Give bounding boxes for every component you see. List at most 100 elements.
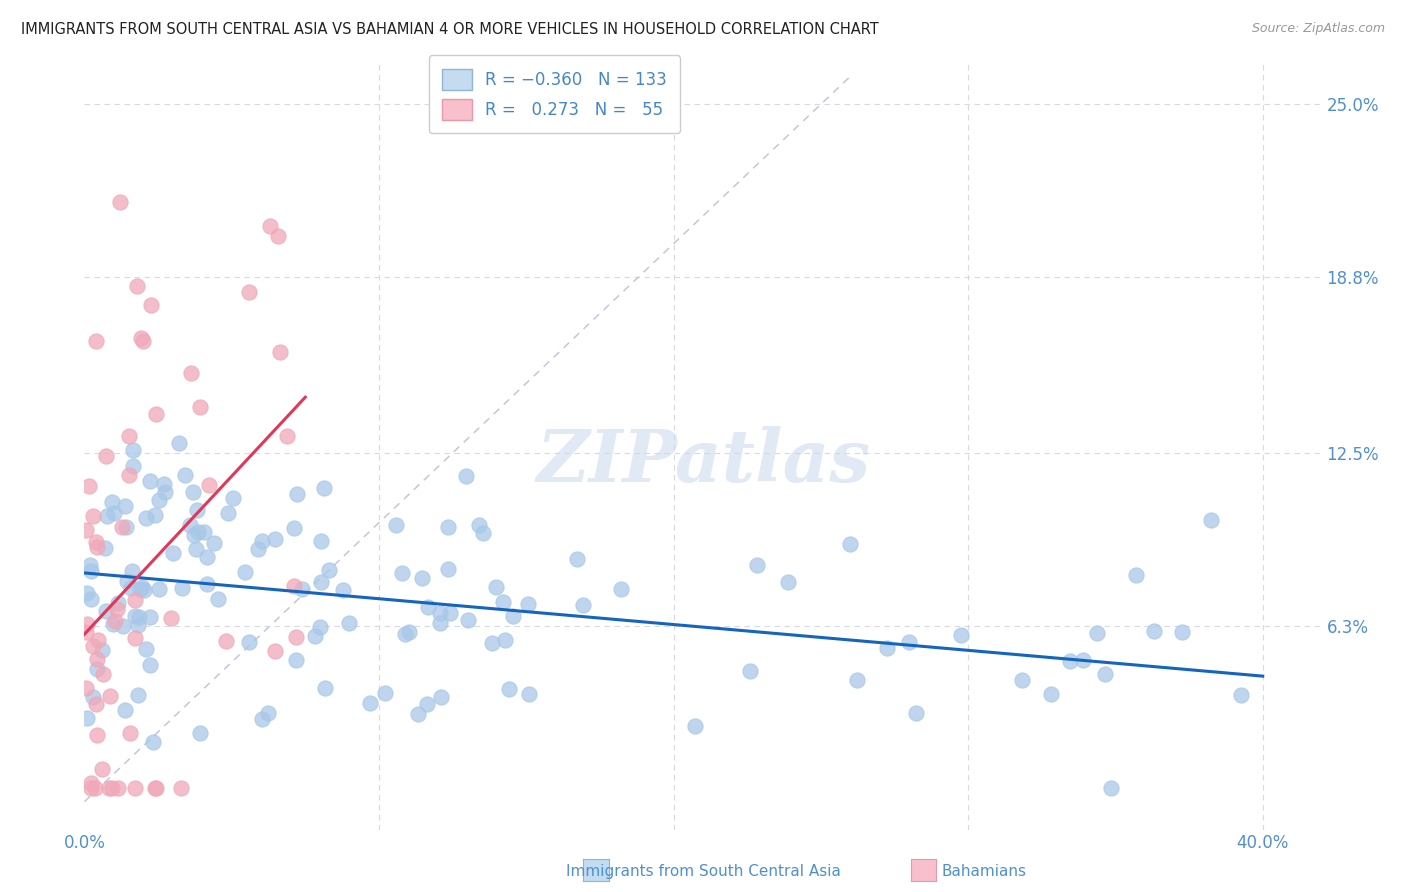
Point — [195, 577, 218, 591]
Point — [187, 524, 209, 539]
Point — [188, 400, 211, 414]
Point — [256, 706, 278, 721]
Point — [180, 366, 202, 380]
Point — [139, 609, 162, 624]
Point — [170, 780, 193, 795]
Point — [96, 509, 118, 524]
Point — [167, 435, 190, 450]
Point — [309, 575, 332, 590]
Point — [131, 580, 153, 594]
Point — [84, 697, 107, 711]
Point — [82, 639, 104, 653]
Point — [120, 725, 142, 739]
Point — [683, 718, 706, 732]
Point — [152, 477, 174, 491]
Point — [1059, 655, 1081, 669]
Point — [80, 564, 103, 578]
Point — [1099, 780, 1122, 795]
Point — [502, 609, 524, 624]
Point — [1171, 625, 1194, 640]
Point — [1094, 666, 1116, 681]
Point — [183, 527, 205, 541]
Point — [86, 728, 108, 742]
Point — [124, 632, 146, 646]
Point — [517, 597, 540, 611]
Point — [111, 519, 134, 533]
Point — [454, 468, 477, 483]
Point — [318, 563, 340, 577]
Point — [467, 517, 489, 532]
Point — [101, 495, 124, 509]
Point — [304, 630, 326, 644]
Point — [103, 506, 125, 520]
Point — [120, 582, 142, 596]
Point — [285, 631, 308, 645]
Point — [76, 616, 98, 631]
Point — [285, 653, 308, 667]
Point — [117, 429, 139, 443]
Point — [86, 541, 108, 555]
Point — [565, 552, 588, 566]
Point — [79, 558, 101, 573]
Point — [86, 334, 108, 348]
Point — [148, 582, 170, 596]
Point — [127, 618, 149, 632]
Point — [145, 407, 167, 421]
Point — [337, 615, 360, 630]
Point — [87, 632, 110, 647]
Point — [188, 726, 211, 740]
Point — [75, 625, 97, 640]
Point — [139, 474, 162, 488]
Point — [170, 581, 193, 595]
Point — [101, 617, 124, 632]
Point — [124, 780, 146, 795]
Point — [198, 478, 221, 492]
Point — [740, 665, 762, 679]
Point — [291, 582, 314, 596]
Point — [75, 681, 97, 695]
Point — [481, 635, 503, 649]
Point — [148, 492, 170, 507]
Point — [950, 628, 973, 642]
Point — [1229, 688, 1251, 702]
Point — [86, 652, 108, 666]
Point — [114, 703, 136, 717]
Point — [80, 776, 103, 790]
Point — [94, 449, 117, 463]
Point — [91, 667, 114, 681]
Point — [846, 673, 869, 688]
Point — [429, 616, 451, 631]
Point — [75, 524, 97, 538]
Text: Bahamians: Bahamians — [942, 863, 1026, 879]
Point — [309, 533, 332, 548]
Point — [437, 562, 460, 576]
Point — [207, 591, 229, 606]
Point — [105, 602, 128, 616]
Point — [283, 520, 305, 534]
Point — [173, 468, 195, 483]
Text: Source: ZipAtlas.com: Source: ZipAtlas.com — [1251, 22, 1385, 36]
Point — [143, 780, 166, 795]
Point — [86, 662, 108, 676]
Point — [1011, 673, 1033, 687]
Text: IMMIGRANTS FROM SOUTH CENTRAL ASIA VS BAHAMIAN 4 OR MORE VEHICLES IN HOUSEHOLD C: IMMIGRANTS FROM SOUTH CENTRAL ASIA VS BA… — [21, 22, 879, 37]
Point — [97, 780, 120, 795]
Point — [107, 780, 129, 795]
Point — [384, 518, 406, 533]
Point — [1040, 687, 1063, 701]
Point — [332, 582, 354, 597]
Point — [84, 780, 107, 795]
Point — [121, 565, 143, 579]
Point — [394, 626, 416, 640]
Point — [485, 580, 508, 594]
Point — [898, 634, 921, 648]
Point — [183, 485, 205, 500]
Point — [139, 657, 162, 672]
Point — [179, 518, 201, 533]
Point — [98, 689, 121, 703]
Text: ZIPatlas: ZIPatlas — [536, 425, 870, 497]
Point — [122, 442, 145, 457]
Point — [276, 429, 298, 443]
Point — [115, 574, 138, 589]
Point — [1201, 513, 1223, 527]
